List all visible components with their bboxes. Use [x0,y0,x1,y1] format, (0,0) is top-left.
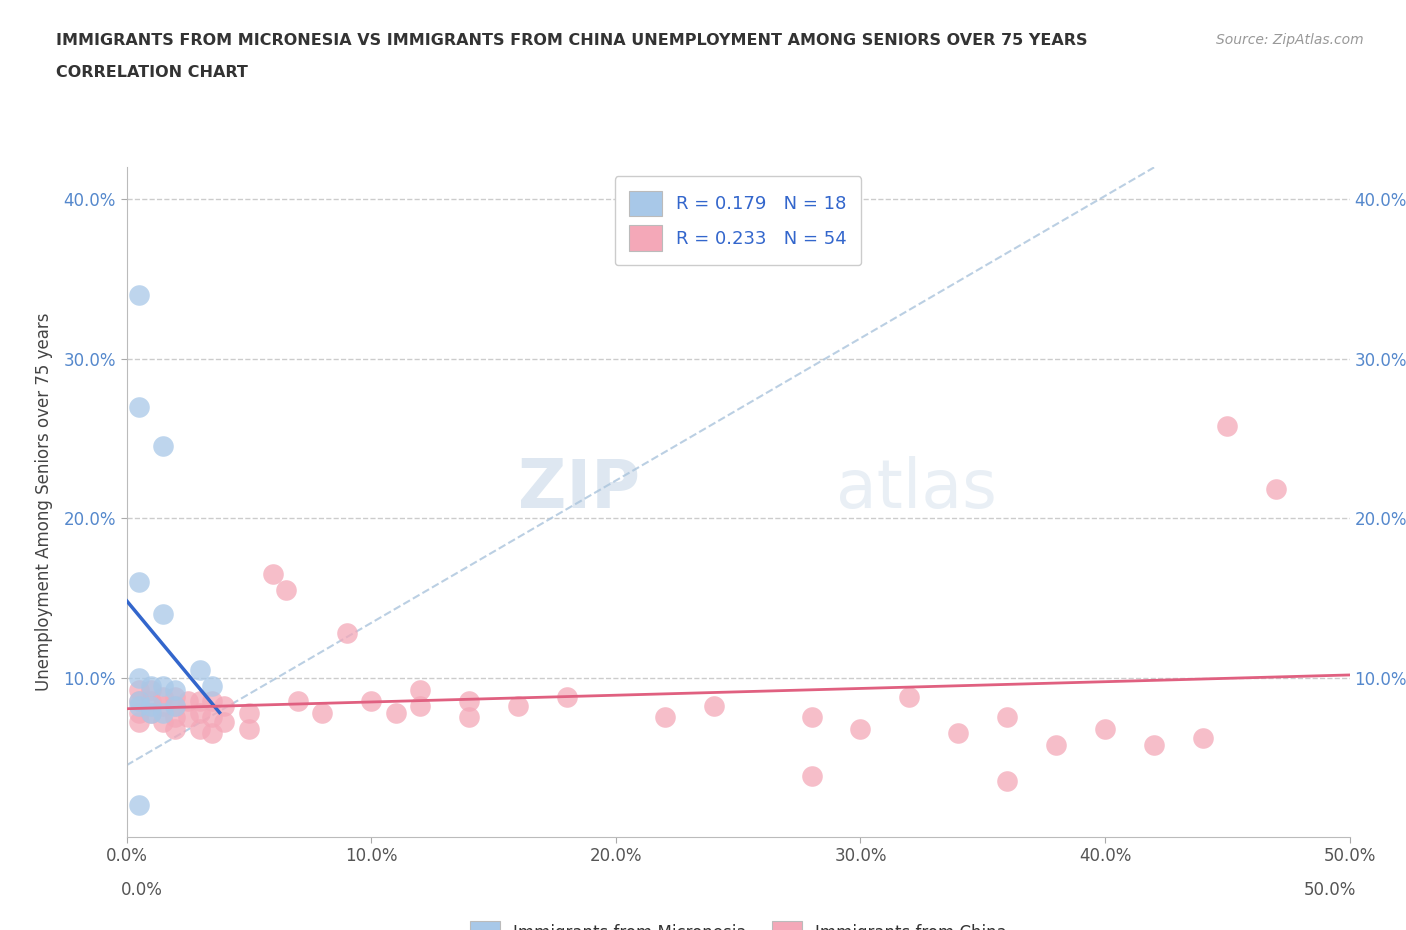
Point [1143,737,1166,752]
Text: CORRELATION CHART: CORRELATION CHART [56,65,247,80]
Point [409,698,432,713]
Point [165,683,187,698]
Point [458,694,481,709]
Point [152,698,174,713]
Text: atlas: atlas [837,456,997,522]
Point [898,689,921,704]
Point [201,726,224,741]
Text: IMMIGRANTS FROM MICRONESIA VS IMMIGRANTS FROM CHINA UNEMPLOYMENT AMONG SENIORS O: IMMIGRANTS FROM MICRONESIA VS IMMIGRANTS… [56,33,1088,47]
Point [139,698,162,713]
Point [177,710,200,724]
Point [238,721,260,736]
Point [152,678,174,693]
Point [948,726,970,741]
Point [152,439,174,454]
Point [201,678,224,693]
Point [384,705,406,720]
Point [177,694,200,709]
Point [128,715,150,730]
Point [274,582,297,597]
Point [128,798,150,813]
Point [409,683,432,698]
Point [188,662,211,677]
Point [1216,418,1239,433]
Point [139,705,162,720]
Point [188,694,211,709]
Point [654,710,676,724]
Point [128,694,150,709]
Point [128,575,150,590]
Point [139,705,162,720]
Text: 50.0%: 50.0% [1303,881,1355,898]
Point [800,769,823,784]
Point [128,705,150,720]
Point [201,694,224,709]
Point [128,671,150,685]
Legend: Immigrants from Micronesia, Immigrants from China: Immigrants from Micronesia, Immigrants f… [461,912,1015,930]
Point [152,715,174,730]
Point [128,698,150,713]
Point [188,705,211,720]
Point [287,694,309,709]
Text: Source: ZipAtlas.com: Source: ZipAtlas.com [1216,33,1364,46]
Point [128,287,150,302]
Point [995,774,1018,789]
Point [139,694,162,709]
Point [139,678,162,693]
Y-axis label: Unemployment Among Seniors over 75 years: Unemployment Among Seniors over 75 years [35,313,52,691]
Point [262,566,284,581]
Point [1094,721,1116,736]
Point [214,698,236,713]
Point [128,399,150,414]
Point [1192,731,1215,746]
Point [214,715,236,730]
Text: 0.0%: 0.0% [121,881,162,898]
Point [201,710,224,724]
Point [849,721,872,736]
Point [165,698,187,713]
Point [800,710,823,724]
Point [1045,737,1067,752]
Point [1265,482,1288,497]
Point [139,683,162,698]
Point [165,710,187,724]
Point [152,689,174,704]
Point [458,710,481,724]
Point [995,710,1018,724]
Point [336,626,359,641]
Point [506,698,529,713]
Point [152,606,174,621]
Point [360,694,382,709]
Point [238,705,260,720]
Point [188,721,211,736]
Point [165,698,187,713]
Point [152,705,174,720]
Point [165,721,187,736]
Text: ZIP: ZIP [519,456,640,522]
Point [165,689,187,704]
Point [555,689,578,704]
Point [311,705,333,720]
Point [128,694,150,709]
Point [128,683,150,698]
Point [703,698,725,713]
